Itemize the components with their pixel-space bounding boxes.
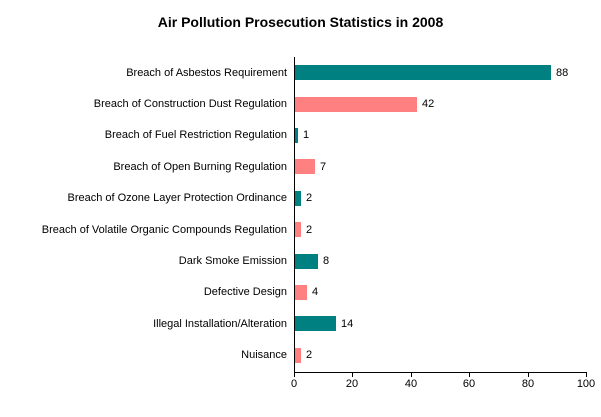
category-label: Breach of Construction Dust Regulation (93, 98, 287, 111)
x-axis-tick-label: 60 (462, 378, 476, 390)
bar-row: Breach of Volatile Organic Compounds Reg… (0, 214, 601, 245)
x-axis-tick (469, 372, 470, 377)
x-axis-tick-label: 40 (404, 378, 418, 390)
category-label: Dark Smoke Emission (178, 255, 287, 268)
value-label: 88 (556, 66, 569, 79)
bar (295, 347, 301, 363)
value-label: 1 (303, 129, 310, 142)
x-axis-tick-label: 20 (345, 378, 359, 390)
bar (295, 96, 417, 112)
category-label: Defective Design (203, 286, 287, 299)
bar-row: Breach of Fuel Restriction Regulation 1 (0, 120, 601, 151)
bar (295, 284, 307, 300)
bar (295, 65, 551, 81)
bar-row: Nuisance 2 (0, 340, 601, 371)
x-axis-tick-label: 80 (521, 378, 535, 390)
bar (295, 159, 315, 175)
x-axis-tick-label: 0 (290, 378, 298, 390)
bar-row: Breach of Ozone Layer Protection Ordinan… (0, 183, 601, 214)
x-axis-tick (352, 372, 353, 377)
bar-row: Breach of Open Burning Regulation 7 (0, 151, 601, 182)
bar-row: Breach of Asbestos Requirement 88 (0, 57, 601, 88)
bar (295, 222, 301, 238)
category-label: Breach of Volatile Organic Compounds Reg… (41, 223, 287, 236)
x-axis-tick (528, 372, 529, 377)
chart-title: Air Pollution Prosecution Statistics in … (157, 14, 444, 30)
x-axis-tick (294, 372, 295, 377)
bar (295, 316, 336, 332)
category-label: Nuisance (241, 349, 287, 362)
bar (295, 127, 298, 143)
bar (295, 253, 318, 269)
bar-row: Defective Design 4 (0, 277, 601, 308)
category-label: Breach of Open Burning Regulation (113, 160, 287, 173)
bar-row: Illegal Installation/Alteration 14 (0, 308, 601, 339)
value-label: 2 (306, 223, 313, 236)
value-label: 42 (422, 98, 435, 111)
bar-row: Dark Smoke Emission 8 (0, 245, 601, 276)
value-label: 8 (323, 255, 330, 268)
x-axis-tick (586, 372, 587, 377)
value-label: 2 (306, 192, 313, 205)
chart-rows: Breach of Asbestos Requirement 88 Breach o… (0, 57, 601, 372)
x-axis-tick-label: 100 (576, 378, 596, 390)
category-label: Breach of Ozone Layer Protection Ordinan… (67, 192, 287, 205)
value-label: 14 (341, 317, 354, 330)
x-axis-tick (411, 372, 412, 377)
y-axis-line (294, 57, 295, 373)
category-label: Breach of Asbestos Requirement (126, 66, 287, 79)
x-axis-line (294, 372, 587, 373)
value-label: 7 (320, 160, 327, 173)
bar (295, 190, 301, 206)
category-label: Breach of Fuel Restriction Regulation (104, 129, 287, 142)
bar-row: Breach of Construction Dust Regulation 42 (0, 88, 601, 119)
value-label: 2 (306, 349, 313, 362)
category-label: Illegal Installation/Alteration (153, 317, 287, 330)
value-label: 4 (312, 286, 319, 299)
